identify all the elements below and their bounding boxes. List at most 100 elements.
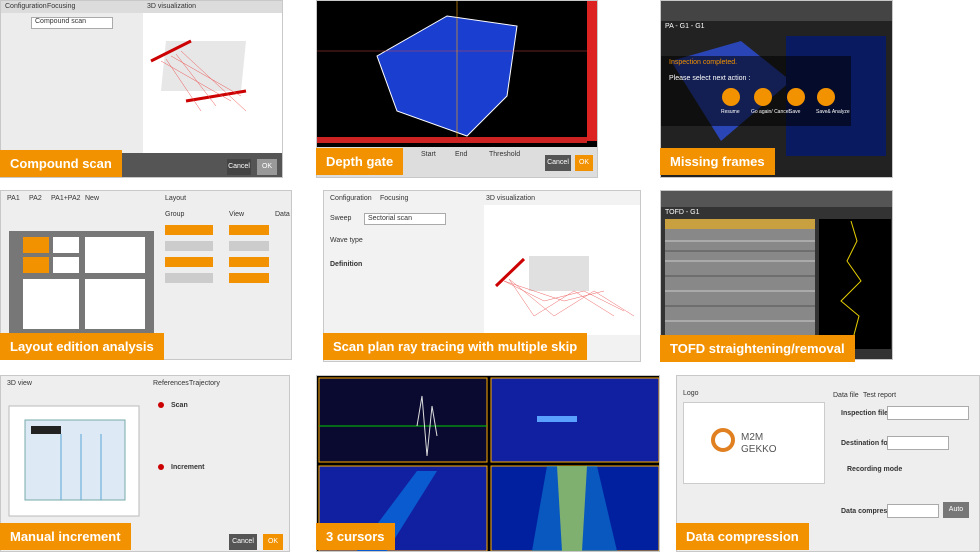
tile-data-compression: Logo Data file Test report M2M GEKKO Ins…: [676, 375, 980, 552]
ui-shape: [532, 466, 617, 551]
ui-shape: [229, 225, 269, 235]
ui-text: Increment: [171, 464, 205, 471]
ui-text: View: [229, 211, 245, 218]
ui-shape: [85, 279, 145, 329]
ui-text: End: [455, 151, 468, 158]
ui-shape: [711, 428, 735, 452]
ui-shape: [661, 191, 892, 207]
ui-text: GEKKO: [741, 444, 777, 455]
ui-shape: [683, 402, 825, 484]
ui-text: Save: [789, 109, 801, 115]
ui-text: Trajectory: [189, 380, 220, 387]
ui-text: M2M: [741, 432, 764, 443]
ui-shape: [503, 280, 605, 302]
ui-shape: [503, 280, 625, 312]
tile-3-cursors: [316, 375, 660, 552]
ui-shape: [665, 219, 815, 349]
ui-shape: [665, 219, 815, 229]
tile-label: TOFD straightening/removal: [660, 335, 855, 362]
ui-shape: [53, 257, 79, 273]
tile-label: Scan plan ray tracing with multiple skip: [323, 333, 588, 360]
ui-text: Group: [165, 211, 185, 218]
ui-text: Configuration: [5, 3, 47, 10]
ui-text: Logo: [683, 390, 699, 397]
ui-text: OK: [263, 534, 283, 550]
ui-shape: [165, 257, 213, 267]
ui-text: Cancel: [227, 159, 251, 175]
ui-text: Definition: [330, 261, 363, 268]
ui-shape: [887, 436, 949, 450]
ui-shape: [165, 225, 213, 235]
ui-shape: [23, 237, 49, 253]
ui-text: Save& Analyze: [816, 109, 850, 115]
ui-shape: [60, 434, 102, 500]
ui-shape: [150, 39, 247, 112]
ui-shape: [317, 137, 587, 143]
ui-shape: [318, 377, 488, 463]
ui-shape: [175, 53, 217, 107]
ui-text: Auto: [943, 502, 969, 518]
ui-shape: [160, 60, 232, 102]
tile-label: Manual increment: [0, 523, 131, 550]
ui-shape: [158, 464, 164, 470]
ui-text: Inspection completed.: [669, 59, 738, 66]
ui-shape: [158, 402, 164, 408]
ui-text: Go again/ Cancel: [751, 109, 790, 115]
ui-shape: [665, 240, 815, 322]
ui-shape: [665, 219, 891, 349]
ui-text: Layout: [165, 195, 187, 202]
ui-shape: [8, 402, 164, 517]
ui-text: Test report: [863, 392, 897, 399]
ui-shape: [31, 426, 61, 434]
tile-label: Compound scan: [0, 150, 122, 177]
ui-text: References: [153, 380, 189, 387]
ui-shape: [494, 257, 526, 288]
ui-text: New: [85, 195, 100, 202]
ui-shape: [887, 504, 939, 518]
ui-text: Destination folder: [841, 440, 901, 447]
ui-text: Inspection file name: [841, 410, 909, 417]
ui-text: Cancel: [229, 534, 257, 550]
ui-text: 3D view: [7, 380, 32, 387]
ui-shape: [185, 89, 247, 103]
ui-shape: [722, 88, 740, 106]
ui-shape: [161, 41, 246, 91]
tile-label: Data compression: [676, 523, 809, 550]
ui-shape: [787, 88, 805, 106]
ui-text: Focusing: [47, 3, 76, 10]
ui-shape: [711, 428, 735, 452]
ui-shape: [537, 416, 577, 422]
ui-text: Threshold: [489, 151, 521, 158]
ui-shape: [840, 220, 862, 347]
ui-text: 3D visualization: [147, 3, 197, 10]
ui-shape: [754, 88, 772, 106]
ui-shape: [165, 273, 213, 283]
ui-shape: [9, 225, 269, 341]
ui-shape: [416, 395, 438, 457]
ui-shape: [229, 241, 269, 251]
ui-text: Start: [421, 151, 436, 158]
ui-text: Compound scan: [35, 18, 86, 25]
ui-shape: [364, 213, 446, 225]
ui-shape: [665, 250, 815, 307]
tile-label: Layout edition analysis: [0, 333, 164, 360]
ui-shape: [503, 278, 635, 317]
ui-shape: [508, 278, 615, 317]
ui-shape: [529, 256, 589, 291]
ui-shape: [661, 1, 892, 21]
ui-shape: [817, 88, 835, 106]
ui-text: Sectorial scan: [368, 215, 412, 222]
ui-shape: [722, 88, 835, 106]
ui-text: Sweep: [330, 215, 352, 222]
tile-tofd: TOFD - G1: [660, 190, 893, 360]
ui-shape: [819, 219, 891, 349]
ui-shape: [1, 1, 282, 13]
ui-text: Cancel: [545, 155, 571, 171]
ui-shape: [887, 406, 969, 420]
ui-shape: [53, 237, 79, 253]
ui-text: Data compression: [841, 508, 902, 515]
ui-text: Focusing: [380, 195, 409, 202]
ui-text: PA2: [29, 195, 42, 202]
ui-text: Wave type: [330, 237, 363, 244]
